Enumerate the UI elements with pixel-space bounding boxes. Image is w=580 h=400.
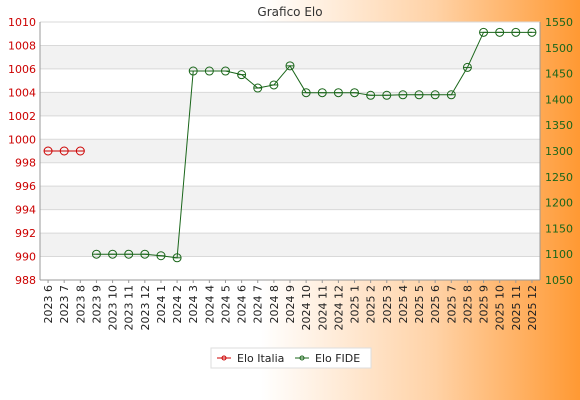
grid-band — [40, 45, 540, 69]
y-left-tick-label: 1010 — [8, 16, 36, 29]
x-tick-label: 2023 7 — [58, 285, 71, 324]
y-left-tick-label: 1000 — [8, 133, 36, 146]
legend-marker — [299, 355, 305, 361]
y-right-tick-label: 1300 — [545, 145, 573, 158]
y-left-tick-label: 992 — [15, 227, 36, 240]
y-right-tick-label: 1450 — [545, 68, 573, 81]
x-tick-label: 2024 7 — [252, 285, 265, 324]
y-right-tick-label: 1400 — [545, 93, 573, 106]
x-tick-label: 2025 7 — [445, 285, 458, 324]
series-1 — [91, 27, 537, 263]
x-tick-label: 2023 8 — [74, 285, 87, 324]
x-tick-label: 2024 6 — [236, 285, 249, 324]
y-left-tick-label: 1006 — [8, 63, 36, 76]
legend-marker — [221, 355, 227, 361]
legend: Elo Italia Elo FIDE — [210, 347, 372, 369]
y-right-tick-label: 1550 — [545, 16, 573, 29]
x-tick-label: 2025 6 — [429, 285, 442, 324]
y-left-tick-label: 994 — [15, 204, 36, 217]
x-tick-label: 2024 3 — [187, 285, 200, 324]
y-right-tick-label: 1250 — [545, 171, 573, 184]
x-tick-label: 2024 9 — [284, 285, 297, 324]
y-left-tick-label: 998 — [15, 157, 36, 170]
y-left-tick-label: 996 — [15, 180, 36, 193]
y-left-tick-label: 1004 — [8, 86, 36, 99]
y-left-tick-label: 1002 — [8, 110, 36, 123]
x-tick-label: 2024 4 — [203, 285, 216, 324]
chart-title: Grafico Elo — [257, 5, 322, 19]
series-line — [96, 31, 532, 259]
legend-label: Elo Italia — [237, 352, 284, 365]
grid-band — [40, 186, 540, 210]
grid-band — [40, 233, 540, 257]
y-left-tick-label: 990 — [15, 251, 36, 264]
x-tick-label: 2025 2 — [365, 285, 378, 324]
grid-band — [40, 92, 540, 116]
x-tick-label: 2025 8 — [461, 285, 474, 324]
legend-label: Elo FIDE — [315, 352, 360, 365]
y-right-tick-label: 1150 — [545, 222, 573, 235]
x-tick-label: 2024 11 — [316, 285, 329, 331]
x-tick-label: 2025 3 — [381, 285, 394, 324]
x-tick-label: 2023 12 — [139, 285, 152, 331]
legend-box — [210, 347, 372, 369]
y-right-tick-label: 1100 — [545, 248, 573, 261]
series-0 — [43, 146, 85, 156]
y-right-tick-label: 1350 — [545, 119, 573, 132]
y-left-tick-label: 988 — [15, 274, 36, 287]
y-left-tick-label: 1008 — [8, 39, 36, 52]
x-tick-label: 2023 10 — [107, 285, 120, 331]
x-tick-label: 2024 12 — [332, 285, 345, 331]
x-tick-label: 2024 10 — [300, 285, 313, 331]
x-tick-label: 2025 1 — [349, 285, 362, 324]
x-tick-label: 2023 6 — [42, 285, 55, 324]
x-tick-label: 2025 9 — [478, 285, 491, 324]
x-tick-label: 2025 10 — [494, 285, 507, 331]
x-tick-label: 2024 1 — [155, 285, 168, 324]
grid-band — [40, 139, 540, 163]
x-tick-label: 2023 11 — [123, 285, 136, 331]
x-tick-label: 2024 8 — [268, 285, 281, 324]
y-right-tick-label: 1500 — [545, 42, 573, 55]
x-tick-label: 2024 2 — [171, 285, 184, 324]
x-tick-label: 2024 5 — [219, 285, 232, 324]
y-right-tick-label: 1050 — [545, 274, 573, 287]
x-tick-label: 2023 9 — [90, 285, 103, 324]
x-tick-label: 2025 4 — [397, 285, 410, 324]
x-tick-label: 2025 12 — [526, 285, 539, 331]
x-tick-label: 2025 11 — [510, 285, 523, 331]
x-tick-label: 2025 5 — [413, 285, 426, 324]
y-right-tick-label: 1200 — [545, 197, 573, 210]
